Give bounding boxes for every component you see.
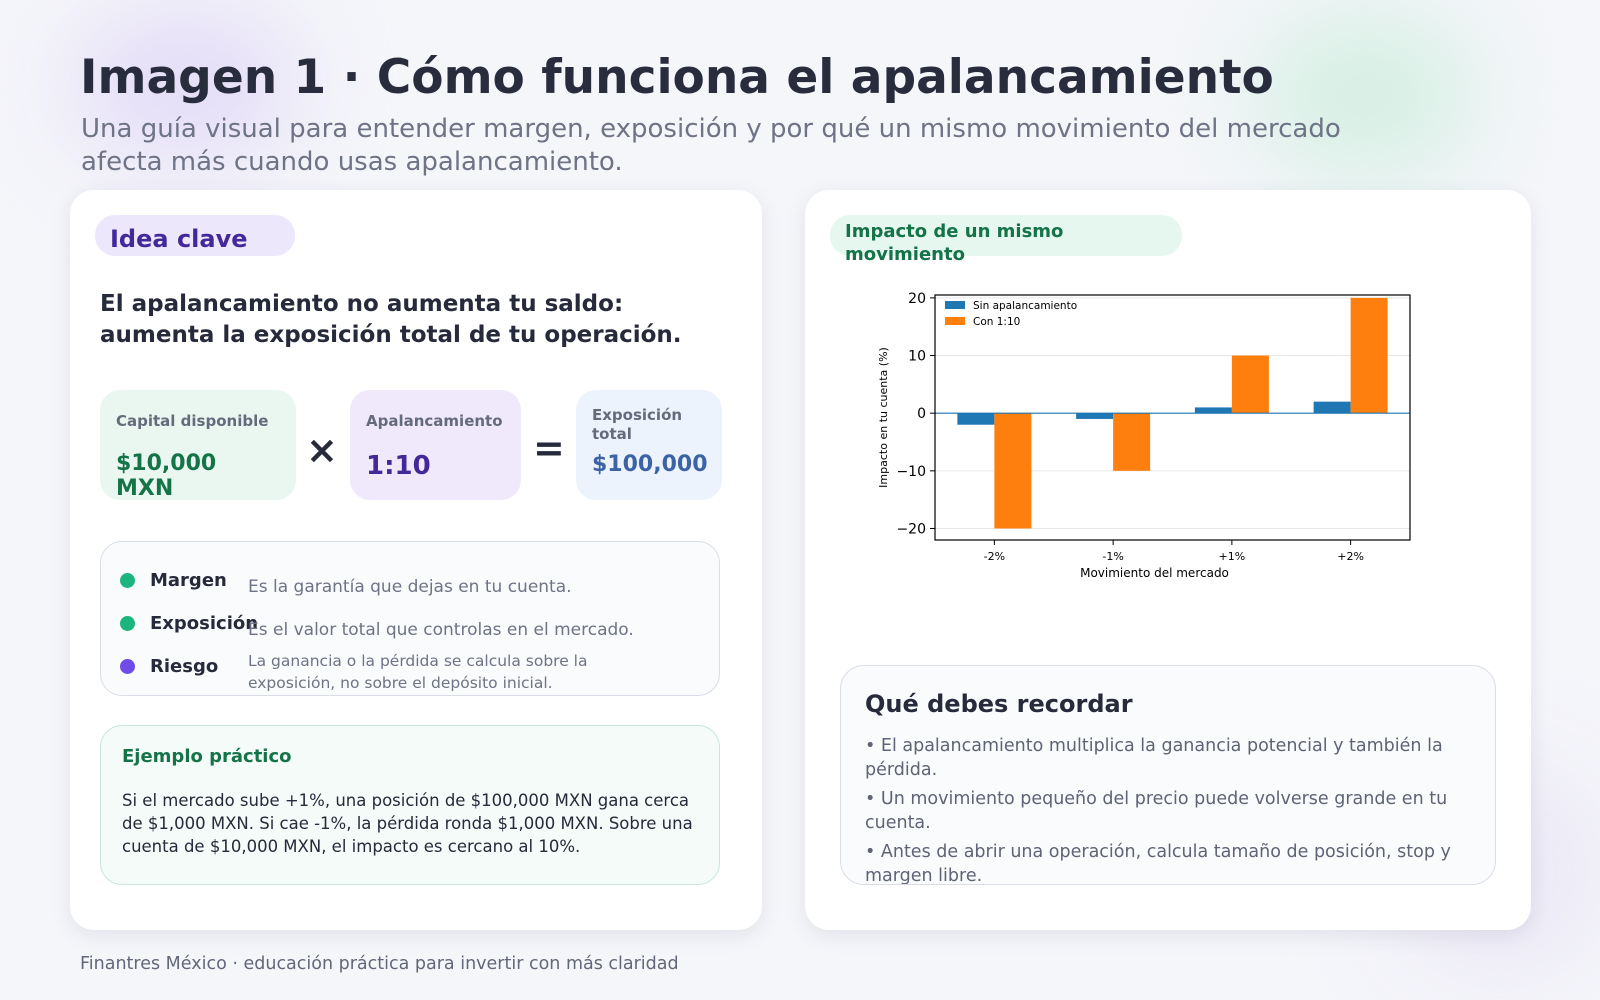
example-title: Ejemplo práctico [122,746,292,767]
y-tick-label: −10 [896,464,926,480]
glossary-panel: Margen Es la garantía que dejas en tu cu… [100,541,720,696]
capital-label: Capital disponible [116,412,269,430]
bar-con-apalancamiento [1113,413,1151,471]
bullet-dot-icon [120,659,135,674]
glossary-term: Exposición [150,613,259,634]
x-tick-label: +1% [1219,550,1246,563]
leverage-value: 1:10 [366,451,431,481]
key-idea-card: Idea clave El apalancamiento no aumenta … [70,190,762,930]
impact-badge: Impacto de un mismo movimiento [830,215,1182,265]
remember-item: • El apalancamiento multiplica la gananc… [865,736,1443,780]
impact-bar-chart: −20 −10 0 10 20 -2% -1% +1% +2% Movimiento del me… [877,291,1411,580]
bar-con-apalancamiento [994,413,1032,529]
remember-panel: Qué debes recordar • El apalancamiento m… [840,665,1496,885]
glossary-definition: Es el valor total que controlas en el me… [248,620,634,640]
exposure-label: Exposición total [592,406,683,443]
remember-item: • Un movimiento pequeño del precio puede… [865,789,1448,833]
remember-title: Qué debes recordar [865,690,1133,718]
legend-label: Con 1:10 [973,316,1020,328]
page-subtitle: Una guía visual para entender margen, ex… [81,114,1341,177]
legend-swatch [945,317,965,325]
legend-swatch [945,301,965,309]
bar-sin-apalancamiento [957,413,995,425]
remember-item: • Antes de abrir una operación, calcula … [865,842,1451,885]
glossary-term: Margen [150,570,227,591]
y-tick-label: 0 [917,406,926,422]
x-tick-label: +2% [1337,550,1364,563]
footer-note: Finantres México · educación práctica pa… [80,954,679,974]
glossary-definition: La ganancia o la pérdida se calcula sobr… [248,652,588,692]
multiply-sign: × [306,428,338,472]
leverage-box: Apalancamiento 1:10 [350,390,521,500]
page-title: Imagen 1 · Cómo funciona el apalancamien… [80,50,1274,105]
x-tick-label: -2% [984,550,1005,563]
exposure-value: $100,000 [592,452,708,477]
bullet-dot-icon [120,573,135,588]
practical-example-panel: Ejemplo práctico Si el mercado sube +1%,… [100,725,720,885]
bar-sin-apalancamiento [1076,413,1114,419]
y-tick-label: −20 [896,521,926,537]
bullet-dot-icon [120,616,135,631]
glossary-term: Riesgo [150,656,219,677]
bar-sin-apalancamiento [1194,407,1232,414]
bar-con-apalancamiento [1231,355,1269,414]
y-tick-label: 10 [908,349,926,365]
bar-con-apalancamiento [1350,297,1388,414]
plot-frame [934,294,1411,541]
y-tick-label: 20 [908,291,926,307]
glossary-definition: Es la garantía que dejas en tu cuenta. [248,577,572,597]
y-axis-label: Impacto en tu cuenta (%) [877,347,890,488]
capital-value: $10,000 MXN [116,451,217,501]
x-axis-label: Movimiento del mercado [1080,566,1229,580]
legend-label: Sin apalancamiento [973,300,1077,312]
equals-sign: = [533,426,565,470]
remember-list: • El apalancamiento multiplica la gananc… [865,734,1471,885]
exposure-box: Exposición total $100,000 [576,390,722,500]
example-body: Si el mercado sube +1%, una posición de … [122,791,693,856]
key-idea-badge: Idea clave [95,215,295,256]
bar-sin-apalancamiento [1313,401,1351,414]
impact-card: Impacto de un mismo movimiento −20 −10 0 10… [805,190,1531,930]
leverage-label: Apalancamiento [366,412,503,430]
key-idea-statement: El apalancamiento no aumenta tu saldo: a… [100,291,682,348]
x-tick-label: -1% [1102,550,1123,563]
capital-box: Capital disponible $10,000 MXN [100,390,296,501]
